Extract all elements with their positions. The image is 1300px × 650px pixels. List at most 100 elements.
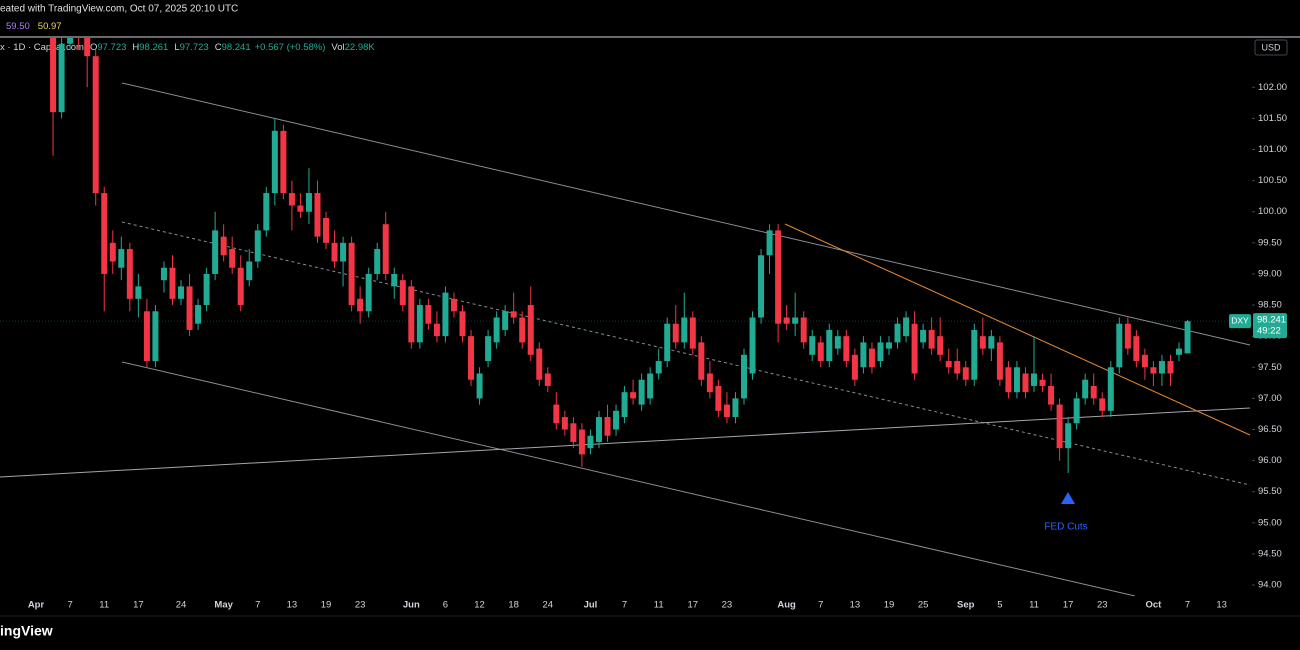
y-tick-label: 94.00 — [1258, 580, 1282, 591]
price-tag-value: 98.241 — [1257, 315, 1286, 326]
candle-body — [689, 317, 696, 349]
annotation-arrow — [1061, 492, 1075, 504]
annotation-text: FED Cuts — [1044, 522, 1087, 533]
indicator-values: 59.50 50.97 — [6, 21, 62, 32]
candle-body — [493, 317, 500, 343]
x-tick-label: 23 — [722, 600, 733, 611]
candle-body — [92, 56, 99, 194]
candle-body — [50, 38, 57, 113]
y-tick-label: 95.50 — [1258, 486, 1282, 497]
candle-body — [357, 298, 364, 312]
x-tick-label: 17 — [133, 600, 144, 611]
x-tick-label: 18 — [508, 600, 519, 611]
candle-body — [595, 417, 602, 442]
candle-body — [809, 336, 816, 355]
candle-body — [101, 193, 108, 274]
x-tick-label: 19 — [884, 600, 895, 611]
trendline-dashed — [121, 221, 1251, 486]
x-tick-label: 12 — [474, 600, 485, 611]
x-tick-label: 7 — [622, 600, 627, 611]
candle-body — [160, 267, 167, 281]
readout-key: H — [132, 42, 139, 53]
x-tick-label: Jun — [403, 600, 420, 611]
candle-body — [638, 379, 645, 405]
candle-body — [1167, 361, 1174, 374]
symbol-tag — [1229, 314, 1251, 329]
candle-body — [118, 249, 125, 268]
y-tick-label: 100.00 — [1258, 206, 1287, 217]
candle-body — [851, 354, 858, 380]
candle-body — [715, 385, 722, 411]
candle-body — [664, 323, 671, 362]
x-tick-label: 24 — [543, 600, 554, 611]
x-tick-label: Aug — [777, 600, 796, 611]
candle-body — [1022, 373, 1029, 393]
y-tick-label: 99.50 — [1258, 237, 1282, 248]
x-tick-label: 11 — [654, 600, 664, 611]
candle-body — [1150, 367, 1157, 374]
candle-body — [109, 242, 116, 262]
candle-body — [485, 336, 492, 362]
candle-body — [246, 261, 253, 281]
candle-body — [416, 305, 423, 343]
y-tick-label: 101.00 — [1258, 144, 1287, 155]
x-tick-label: 24 — [176, 600, 187, 611]
trendline — [0, 407, 1251, 478]
candle-body — [826, 329, 833, 362]
y-tick-label: 96.50 — [1258, 424, 1282, 435]
logo-text: ingView — [0, 623, 53, 639]
candle-body — [766, 230, 773, 256]
candle-body — [1184, 321, 1191, 354]
candle-body — [527, 305, 534, 355]
currency-box[interactable] — [1254, 39, 1288, 56]
y-tick-label: 96.00 — [1258, 455, 1282, 466]
candle-body — [613, 410, 620, 430]
candle-body — [237, 267, 244, 306]
candle-body — [58, 43, 65, 113]
readout-key: L — [174, 42, 179, 53]
candle-body — [1107, 367, 1114, 411]
candle-body — [1158, 361, 1165, 374]
readout-value: +0.567 (+0.58%) — [255, 42, 326, 53]
candle-body — [877, 342, 884, 362]
y-tick-label: 101.50 — [1258, 113, 1287, 124]
readout-value: 98.261 — [139, 42, 168, 53]
candle-body — [305, 193, 312, 212]
x-tick-label: 25 — [918, 600, 929, 611]
x-tick-label: 6 — [443, 600, 448, 611]
x-tick-label: May — [214, 600, 233, 611]
candle-body — [1065, 423, 1072, 449]
readout-value: 97.723 — [180, 42, 209, 53]
trendlines — [0, 82, 1251, 596]
candle-body — [442, 292, 449, 337]
x-tick-label: Sep — [957, 600, 975, 611]
x-tick-label: 5 — [997, 600, 1002, 611]
candle-body — [723, 404, 730, 418]
y-tick-label: 99.00 — [1258, 268, 1282, 279]
candle-body — [1099, 398, 1106, 411]
candle-body — [195, 305, 202, 324]
candle-body — [1090, 385, 1097, 399]
candle-body — [340, 242, 347, 262]
candle-body — [604, 417, 611, 436]
x-tick-label: 7 — [818, 600, 823, 611]
candle-body — [553, 404, 560, 424]
candle-body — [280, 130, 287, 194]
x-tick-label: 17 — [688, 600, 699, 611]
candle-body — [834, 336, 841, 349]
candle-body — [1133, 336, 1140, 362]
candle-body — [169, 267, 176, 299]
readout-key: O — [90, 42, 97, 53]
trendline-orange — [784, 223, 1251, 436]
candle-body — [996, 342, 1003, 380]
candle-body — [476, 373, 483, 399]
readout-key: Vol — [331, 42, 344, 53]
x-tick-label: 23 — [1097, 600, 1108, 611]
candle-body — [382, 224, 389, 274]
candle-body — [561, 417, 568, 430]
candle-body — [502, 311, 509, 330]
candle-body — [570, 423, 577, 442]
x-tick-label: 11 — [99, 600, 109, 611]
